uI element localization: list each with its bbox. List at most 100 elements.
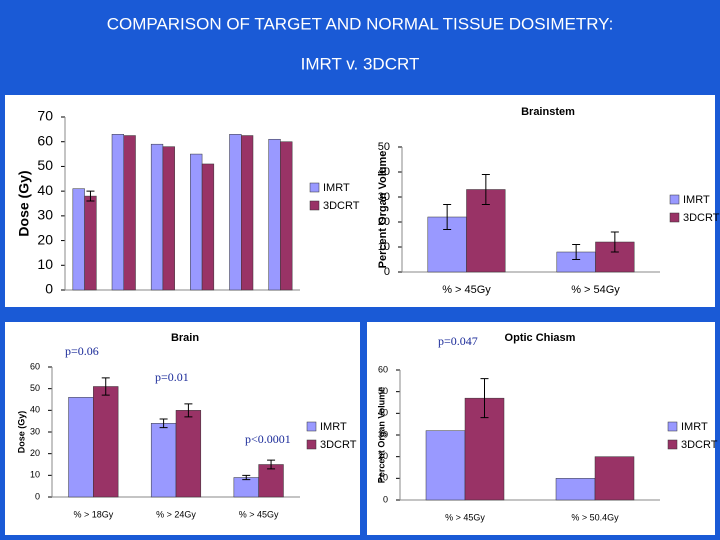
y-tick-label: 10 — [378, 241, 390, 253]
y-tick-label: 0 — [35, 491, 40, 501]
y-tick-label: 60 — [378, 364, 388, 374]
y-tick-label: 40 — [30, 405, 40, 415]
bar — [84, 195, 97, 291]
y-tick-label: 20 — [378, 216, 390, 228]
y-tick-label: 40 — [378, 166, 390, 178]
slide-title: COMPARISON OF TARGET AND NORMAL TISSUE D… — [107, 14, 614, 33]
error-bar — [267, 459, 276, 470]
y-tick-label: 50 — [30, 383, 40, 393]
y-tick-label: 10 — [378, 473, 388, 483]
y-tick-label: 10 — [30, 470, 40, 480]
y-tick-label: 50 — [378, 141, 390, 153]
chart-title: Optic Chiasm — [505, 332, 576, 344]
legend-swatch — [669, 212, 680, 223]
legend-label: IMRT — [323, 182, 350, 194]
y-tick-label: 50 — [378, 386, 388, 396]
chart-title: Brainstem — [521, 106, 575, 118]
y-tick-label: 30 — [378, 429, 388, 439]
error-bar — [480, 378, 489, 419]
bar — [268, 138, 281, 291]
bar — [280, 141, 293, 291]
panel — [367, 322, 715, 535]
bar — [258, 464, 284, 498]
y-tick-label: 10 — [37, 256, 53, 272]
legend-swatch — [669, 194, 680, 205]
y-axis-label: Percent Organ Volume — [376, 387, 386, 483]
y-axis-label: Dose (Gy) — [16, 411, 26, 454]
y-axis-label: Percent Organ Volume — [377, 151, 389, 269]
bar — [150, 423, 177, 498]
bar — [229, 134, 242, 291]
error-bar — [242, 474, 251, 481]
annotation: p<0.0001 — [245, 432, 291, 446]
y-tick-label: 20 — [378, 451, 388, 461]
bar — [190, 153, 203, 291]
bar — [68, 397, 94, 498]
legend-swatch — [309, 182, 320, 193]
legend-swatch — [667, 439, 678, 450]
bar — [111, 134, 124, 291]
error-bar — [101, 377, 110, 396]
legend-swatch — [309, 200, 320, 211]
legend-label: 3DCRT — [683, 212, 720, 224]
error-bar — [443, 204, 452, 230]
y-axis-label: Dose (Gy) — [16, 170, 32, 236]
chart-title: Brain — [171, 332, 199, 344]
y-tick-label: 20 — [30, 448, 40, 458]
annotation: p=0.01 — [155, 370, 189, 384]
error-bar — [184, 403, 193, 418]
bar — [555, 478, 596, 501]
y-tick-label: 0 — [45, 281, 53, 297]
y-tick-label: 30 — [30, 426, 40, 436]
y-tick-label: 50 — [37, 157, 53, 173]
legend-label: IMRT — [681, 421, 708, 433]
bar — [425, 430, 466, 501]
y-tick-label: 60 — [37, 132, 53, 148]
error-bar — [86, 190, 95, 202]
x-tick-label: % > 50.4Gy — [571, 512, 619, 522]
bar — [201, 163, 215, 291]
y-tick-label: 0 — [383, 494, 388, 504]
bar — [233, 477, 259, 498]
legend-swatch — [667, 421, 678, 432]
legend-swatch — [306, 439, 317, 450]
error-bar — [159, 418, 168, 429]
y-tick-label: 40 — [378, 408, 388, 418]
panel — [5, 95, 715, 307]
x-tick-label: % > 18Gy — [73, 509, 113, 519]
bar — [93, 386, 119, 498]
bar — [241, 135, 254, 291]
x-tick-label: % > 54Gy — [571, 284, 620, 296]
x-tick-label: % > 45Gy — [239, 509, 279, 519]
error-bar — [481, 174, 490, 205]
slide-subtitle: IMRT v. 3DCRT — [301, 54, 420, 73]
legend-label: 3DCRT — [681, 439, 718, 451]
error-bar — [572, 244, 581, 260]
bar — [72, 188, 85, 291]
bar — [123, 135, 136, 291]
x-tick-label: % > 24Gy — [156, 509, 196, 519]
annotation: p=0.06 — [65, 344, 99, 358]
annotation: p=0.047 — [438, 334, 478, 348]
y-tick-label: 30 — [37, 207, 53, 223]
y-tick-label: 40 — [37, 182, 53, 198]
legend-label: IMRT — [320, 421, 347, 433]
x-tick-label: % > 45Gy — [445, 512, 485, 522]
bar — [594, 456, 635, 501]
x-tick-label: % > 45Gy — [442, 284, 491, 296]
y-tick-label: 70 — [37, 108, 53, 124]
bar — [162, 146, 175, 291]
legend-swatch — [306, 421, 317, 432]
y-tick-label: 60 — [30, 361, 40, 371]
error-bar — [610, 231, 619, 253]
y-tick-label: 20 — [37, 231, 53, 247]
legend-label: 3DCRT — [323, 200, 360, 212]
legend-label: IMRT — [683, 194, 710, 206]
y-tick-label: 0 — [384, 266, 390, 278]
bar — [150, 143, 164, 291]
legend-label: 3DCRT — [320, 439, 357, 451]
bar — [175, 410, 202, 498]
y-tick-label: 30 — [378, 191, 390, 203]
